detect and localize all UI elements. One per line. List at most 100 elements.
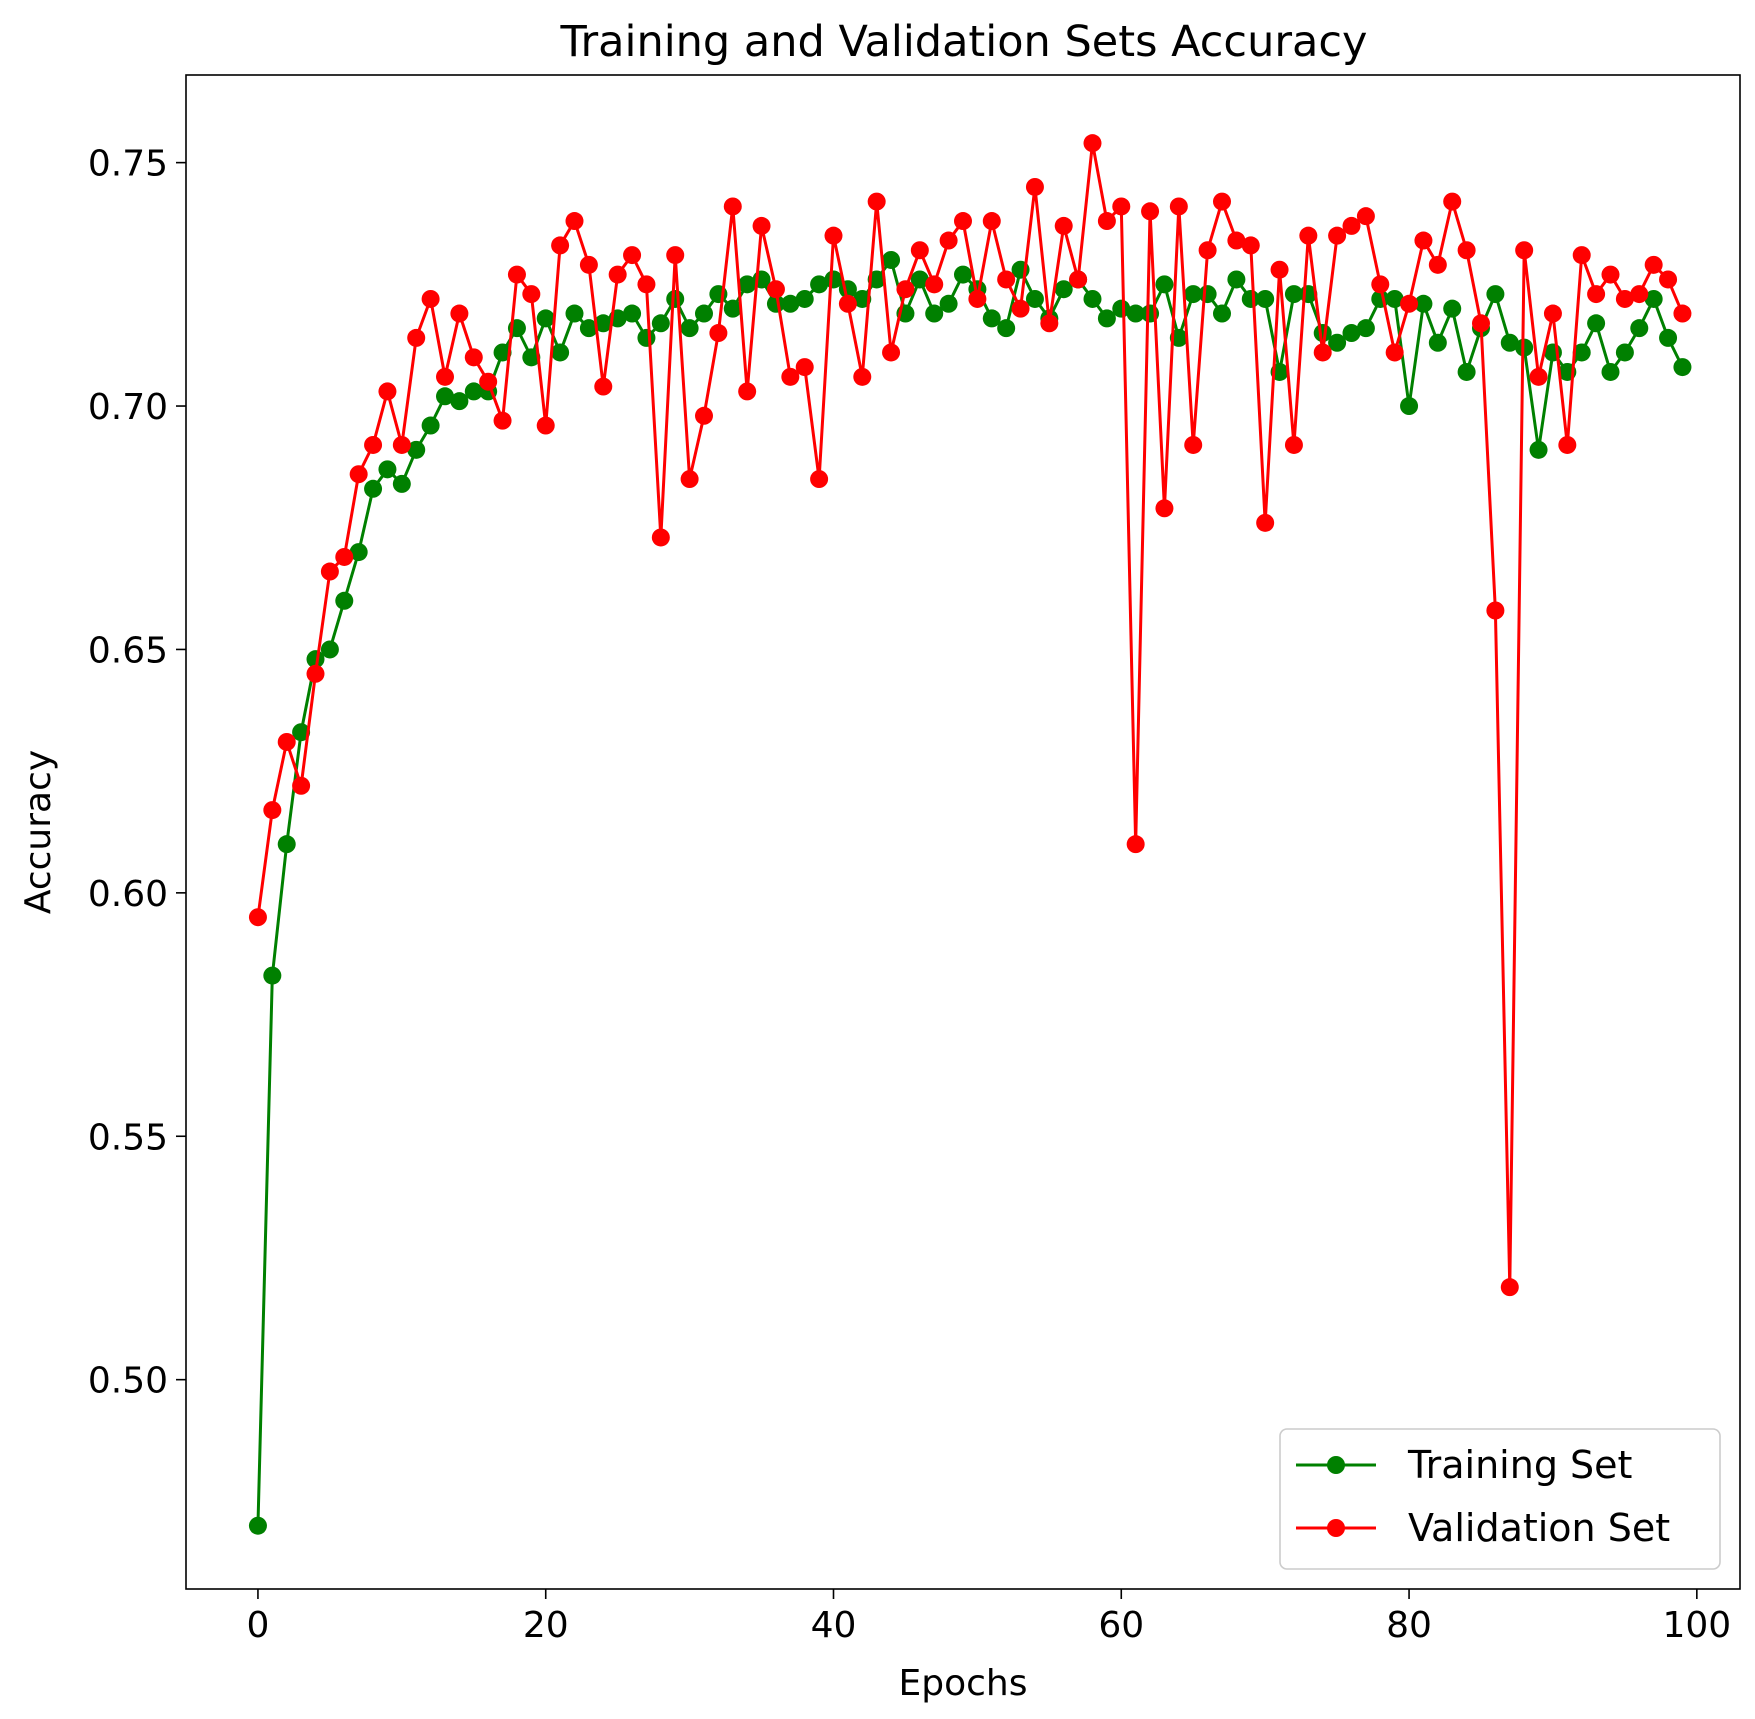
data-point-training-set [579, 319, 598, 338]
data-point-training-set [867, 270, 886, 289]
data-point-validation-set [810, 470, 829, 489]
data-point-training-set [335, 591, 354, 610]
data-point-training-set [378, 460, 397, 479]
data-point-training-set [1644, 289, 1663, 308]
data-point-training-set [306, 650, 325, 669]
data-point-training-set [723, 299, 742, 318]
data-point-validation-set [853, 367, 872, 386]
data-point-validation-set [709, 324, 728, 343]
data-point-training-set [882, 250, 901, 269]
data-point-training-set [1227, 270, 1246, 289]
y-axis-label: Accuracy [18, 750, 59, 914]
data-point-validation-set [1213, 192, 1231, 211]
data-point-validation-set [1112, 197, 1131, 216]
data-point-validation-set [306, 664, 325, 683]
x-axis: 0 20 40 60 80 100 [246, 1589, 1731, 1646]
data-point-training-set [1256, 289, 1275, 308]
series-line-training-set [256, 258, 1684, 1526]
data-point-training-set [1457, 362, 1476, 381]
data-point-validation-set [954, 212, 972, 231]
data-point-training-set [982, 309, 1001, 328]
data-point-validation-set [1543, 304, 1562, 323]
data-point-validation-set [795, 358, 814, 377]
data-point-validation-set [939, 231, 958, 250]
y-axis: 0.50 0.55 0.60 0.65 0.70 0.75 [88, 144, 186, 1402]
data-point-training-set [522, 348, 541, 367]
data-point-training-set [292, 723, 311, 742]
x-tick-label: 60 [1098, 1605, 1144, 1646]
data-point-training-set [407, 440, 426, 459]
data-point-training-set [464, 382, 483, 401]
data-point-validation-set [1385, 343, 1404, 362]
data-point-training-set [939, 294, 958, 313]
data-point-validation-set [738, 382, 757, 401]
plot-area [248, 134, 1692, 1535]
data-point-training-set [1572, 343, 1591, 362]
data-point-validation-set [1227, 231, 1246, 250]
data-point-training-set [565, 304, 584, 323]
data-point-validation-set [1284, 435, 1303, 454]
legend-validation-label: Validation Set [1408, 1506, 1670, 1550]
data-point-training-set [1587, 314, 1606, 333]
data-point-validation-set [565, 212, 584, 231]
y-tick-label: 0.55 [88, 1117, 168, 1158]
series-line-validation-set [256, 141, 1684, 1289]
data-point-training-set [795, 289, 814, 308]
data-point-training-set [1630, 319, 1649, 338]
chart-title: Training and Validation Sets Accuracy [560, 17, 1368, 67]
data-point-validation-set [436, 367, 454, 386]
data-point-training-set [1601, 362, 1620, 381]
data-point-training-set [824, 270, 843, 289]
data-point-training-set [1126, 304, 1145, 323]
data-point-validation-set [1529, 367, 1548, 386]
data-point-training-set [925, 304, 944, 323]
data-point-validation-set [968, 289, 987, 308]
data-point-validation-set [1155, 499, 1174, 518]
data-point-validation-set [407, 328, 426, 347]
legend-training-label: Training Set [1407, 1443, 1632, 1487]
data-point-validation-set [882, 343, 901, 362]
data-point-validation-set [680, 470, 699, 489]
data-point-validation-set [1630, 285, 1649, 304]
y-tick-label: 0.60 [88, 874, 168, 915]
data-point-validation-set [666, 246, 685, 265]
data-point-validation-set [997, 270, 1016, 289]
data-point-training-set [1313, 324, 1332, 343]
y-tick-label: 0.65 [88, 630, 168, 671]
data-point-validation-set [1615, 289, 1634, 308]
data-point-validation-set [1241, 236, 1260, 255]
x-tick-label: 100 [1662, 1605, 1731, 1646]
data-point-validation-set [1184, 435, 1203, 454]
data-point-training-set [1328, 333, 1347, 352]
data-point-training-set [364, 479, 383, 498]
data-point-training-set [695, 304, 713, 323]
data-point-training-set [392, 474, 411, 493]
data-point-validation-set [925, 275, 944, 294]
data-point-training-set [1443, 299, 1462, 318]
data-point-training-set [910, 270, 929, 289]
data-point-validation-set [349, 465, 368, 484]
data-point-training-set [1500, 333, 1519, 352]
data-point-validation-set [364, 435, 383, 454]
data-point-training-set [421, 416, 440, 435]
data-point-training-set [594, 314, 613, 333]
data-point-validation-set [263, 801, 282, 820]
series-training-set [248, 250, 1692, 1535]
data-point-validation-set [522, 285, 541, 304]
y-tick-label: 0.70 [88, 387, 168, 428]
data-point-validation-set [421, 289, 440, 308]
data-point-training-set [853, 289, 872, 308]
data-point-training-set [1097, 309, 1116, 328]
data-point-training-set [277, 835, 296, 854]
data-point-training-set [1025, 289, 1044, 308]
data-point-validation-set [1356, 207, 1375, 226]
data-point-training-set [1615, 343, 1634, 362]
data-point-training-set [1428, 333, 1447, 352]
data-point-validation-set [1457, 241, 1476, 260]
data-point-validation-set [493, 411, 512, 430]
data-point-training-set [666, 289, 685, 308]
data-point-training-set [954, 265, 972, 284]
data-point-validation-set [1126, 835, 1145, 854]
data-point-validation-set [579, 255, 598, 274]
